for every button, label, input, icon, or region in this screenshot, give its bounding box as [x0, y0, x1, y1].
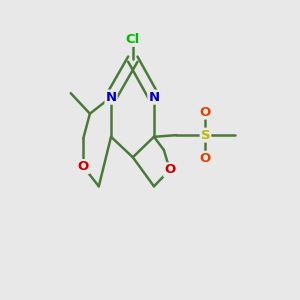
- Text: O: O: [164, 163, 176, 176]
- Text: N: N: [106, 91, 117, 104]
- Text: O: O: [78, 160, 89, 173]
- Text: O: O: [200, 106, 211, 118]
- Text: Cl: Cl: [126, 33, 140, 46]
- Text: S: S: [201, 129, 210, 142]
- Text: O: O: [200, 152, 211, 165]
- Text: N: N: [148, 91, 160, 104]
